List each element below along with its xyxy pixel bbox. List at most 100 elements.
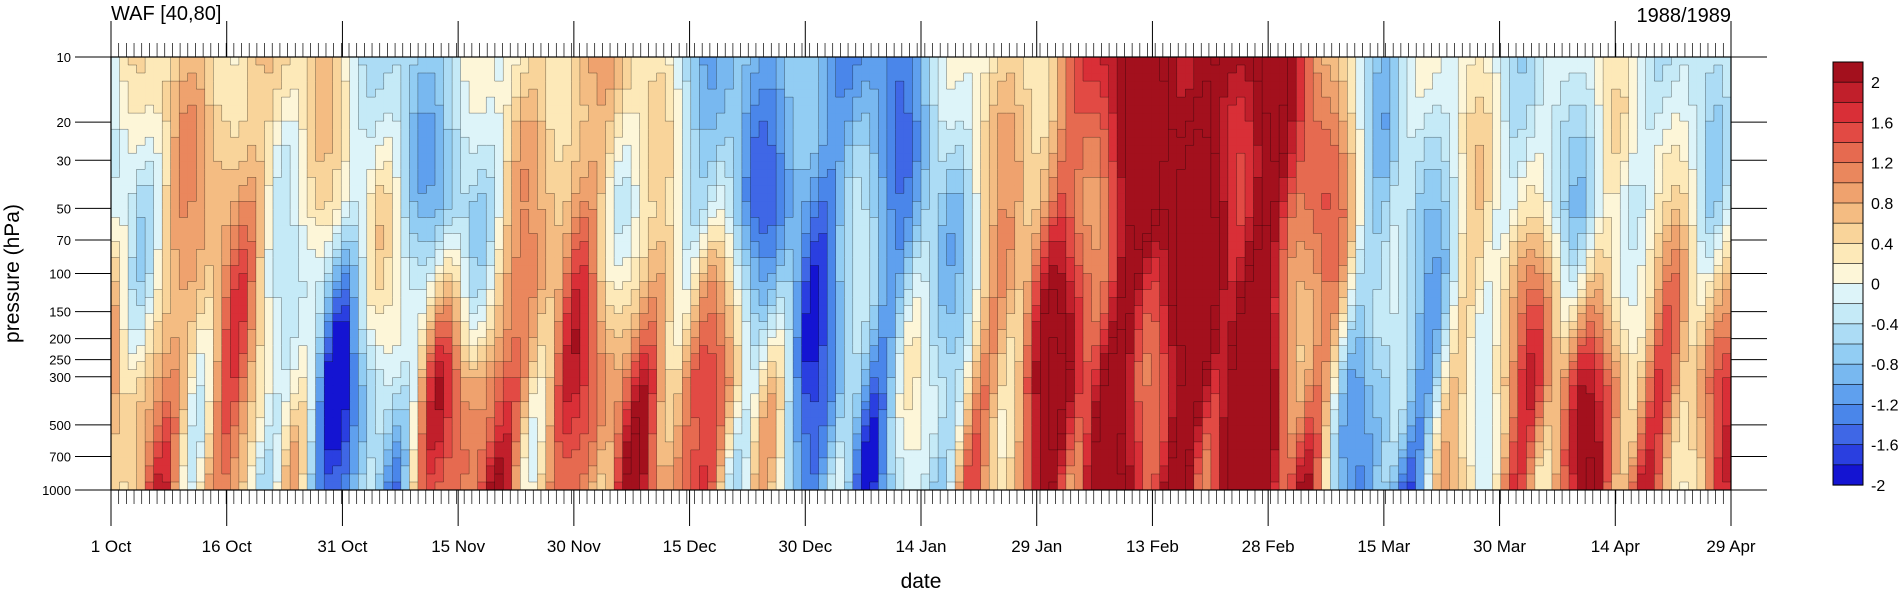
heatmap-cell [545,177,555,186]
heatmap-cell [1338,137,1348,146]
heatmap-cell [801,169,811,178]
heatmap-cell [912,209,922,218]
heatmap-cell [682,185,692,194]
heatmap-cell [1338,241,1348,251]
heatmap-cell [1466,217,1476,226]
heatmap-cell [1483,97,1493,106]
heatmap-cell [1040,177,1050,186]
heatmap-cell [494,217,504,226]
heatmap-cell [980,153,990,162]
heatmap-cell [1372,169,1383,178]
heatmap-cell [1279,97,1289,106]
heatmap-cell [511,113,521,122]
heatmap-cell [1551,169,1562,178]
heatmap-cell [1637,153,1647,162]
heatmap-cell [1313,177,1323,186]
heatmap-cell [1125,193,1135,202]
heatmap-cell [1500,57,1510,66]
heatmap-cell [955,169,965,178]
heatmap-cell [980,201,990,210]
heatmap-cell [1262,249,1272,259]
heatmap-cell [895,121,905,130]
heatmap-cell [827,161,837,170]
heatmap-cell [869,137,879,146]
heatmap-cell [324,209,334,218]
heatmap-cell [520,73,530,82]
heatmap-cell [136,225,146,235]
heatmap-cell [946,161,956,170]
heatmap-cell [1586,193,1596,202]
heatmap-cell [699,257,709,267]
heatmap-cell [938,137,948,146]
heatmap-cell [929,161,939,170]
heatmap-cell [1279,257,1289,267]
heatmap-cell [784,161,794,170]
heatmap-cell [912,89,922,98]
heatmap-cell [1424,217,1434,226]
heatmap-cell [1014,73,1024,82]
heatmap-cell [136,185,146,194]
heatmap-cell [1620,97,1630,106]
heatmap-cell [835,129,845,138]
heatmap-cell [1662,81,1672,90]
heatmap-cell [1253,201,1263,210]
heatmap-cell [912,153,922,162]
heatmap-cell [673,233,683,243]
heatmap-cell [588,193,598,202]
heatmap-cell [298,249,308,259]
heatmap-cell [1628,73,1638,82]
heatmap-cell [852,153,862,162]
heatmap-cell [1466,257,1476,267]
heatmap-cell [426,81,436,90]
heatmap-cell [1031,217,1041,226]
heatmap-cell [162,257,172,267]
heatmap-cell [1065,129,1076,138]
heatmap-cell [912,129,922,138]
heatmap-cell [980,137,990,146]
heatmap-cell [605,145,615,154]
heatmap-cell [605,241,615,251]
heatmap-cell [1688,169,1698,178]
heatmap-cell [1671,73,1681,82]
heatmap-cell [921,129,931,138]
heatmap-cell [1321,233,1331,243]
heatmap-cell [1713,233,1724,243]
heatmap-cell [835,193,845,202]
heatmap-cell [1560,193,1570,202]
heatmap-cell [1381,201,1391,210]
heatmap-cell [1083,73,1093,82]
heatmap-cell [1091,113,1101,122]
heatmap-cell [1594,257,1604,267]
heatmap-cell [707,225,717,235]
heatmap-cell [741,233,752,243]
heatmap-cell [1159,185,1169,194]
heatmap-cell [1526,57,1536,66]
heatmap-cell [886,145,897,154]
heatmap-cell [1560,113,1570,122]
heatmap-cell [1526,73,1536,82]
heatmap-cell [1517,81,1527,90]
heatmap-cell [290,169,300,178]
heatmap-cell [878,153,888,162]
heatmap-cell [562,97,573,106]
heatmap-cell [912,81,922,90]
heatmap-cell [1057,89,1067,98]
heatmap-cell [204,65,214,74]
heatmap-cell [1458,153,1468,162]
heatmap-cell [1031,81,1041,90]
heatmap-cell [119,241,129,251]
heatmap-cell [1313,233,1323,243]
heatmap-cell [1227,105,1238,114]
heatmap-cell [1372,241,1383,251]
heatmap-cell [1023,193,1033,202]
heatmap-cell [1611,105,1621,114]
heatmap-cell [1560,217,1570,226]
heatmap-cell [724,97,735,106]
heatmap-cell [750,233,760,243]
heatmap-cell [1065,65,1076,74]
heatmap-cell [1091,169,1101,178]
heatmap-cell [835,105,845,114]
heatmap-cell [1407,89,1417,98]
heatmap-cell [1279,233,1289,243]
heatmap-cell [1227,257,1238,267]
